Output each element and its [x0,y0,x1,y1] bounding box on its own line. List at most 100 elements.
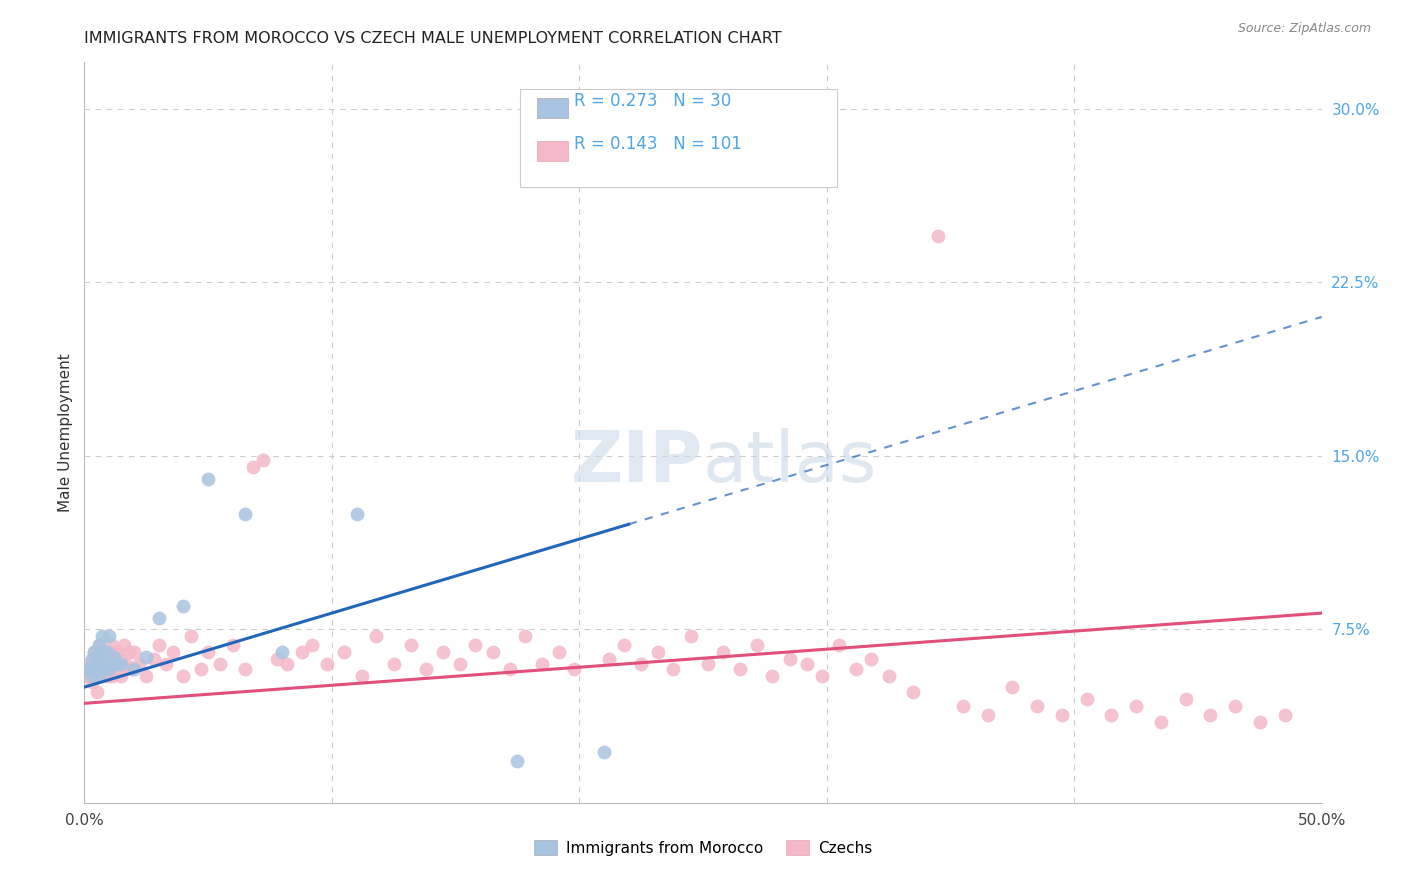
Point [350,668,373,682]
Point [415,662,437,676]
Point [877,668,900,682]
Point [90,652,112,666]
Point [86,685,108,699]
Point [96,645,118,659]
Point [679,629,702,643]
Point [209,657,232,671]
Point [86,652,108,666]
Point [291,645,314,659]
Point [100,657,122,671]
Text: R = 0.273   N = 30: R = 0.273 N = 30 [574,92,731,110]
Point [110,652,132,666]
Point [598,652,620,666]
Point [796,657,818,671]
Point [148,639,170,653]
Point [83,668,105,682]
Point [1223,698,1246,713]
Point [115,657,138,671]
Point [93,645,115,659]
Point [135,650,157,665]
Point [79,668,101,682]
Point [98,645,121,659]
Point [83,662,105,676]
Point [506,754,529,768]
Point [1001,680,1024,694]
Point [1150,714,1173,729]
Point [464,639,486,653]
Point [135,668,157,682]
Point [83,645,105,659]
Point [80,668,103,682]
Point [89,639,111,653]
Point [531,657,554,671]
Point [155,657,177,671]
Point [172,668,194,682]
Point [89,668,111,682]
Point [828,639,851,653]
Point [105,657,128,671]
Point [548,645,571,659]
Point [952,698,974,713]
Point [242,460,264,475]
Point [233,662,256,676]
Point [593,745,616,759]
Point [697,657,720,671]
Point [180,629,202,643]
Point [399,639,422,653]
Point [105,645,128,659]
Point [747,639,769,653]
Point [450,657,472,671]
Point [810,668,832,682]
Point [100,668,122,682]
Point [779,652,801,666]
Point [83,645,105,659]
Point [301,639,323,653]
Point [118,645,141,659]
Point [110,668,132,682]
Point [93,657,115,671]
Point [90,668,112,682]
Point [1274,707,1296,722]
Point [976,707,998,722]
Point [80,652,103,666]
Point [80,657,103,671]
Point [711,645,734,659]
Point [860,652,883,666]
Point [93,657,115,671]
Text: atlas: atlas [703,428,877,497]
Point [581,171,603,186]
Point [79,662,101,676]
Point [86,657,108,671]
Point [613,639,636,653]
Point [93,662,115,676]
Point [89,639,111,653]
Point [1174,691,1197,706]
Point [96,662,118,676]
Point [252,453,274,467]
Text: ZIP: ZIP [571,428,703,497]
Point [315,657,337,671]
Point [190,662,212,676]
Point [162,645,184,659]
Point [481,645,503,659]
Point [222,639,245,653]
Point [90,645,112,659]
Point [98,657,121,671]
Point [1050,707,1073,722]
Point [513,629,536,643]
Point [197,472,219,486]
Point [630,657,652,671]
Legend: Immigrants from Morocco, Czechs: Immigrants from Morocco, Czechs [527,834,879,862]
Point [1125,698,1147,713]
Point [346,507,368,521]
Point [432,645,454,659]
Point [562,662,585,676]
Point [845,662,868,676]
Text: R = 0.143   N = 101: R = 0.143 N = 101 [574,135,741,153]
Point [1199,707,1222,722]
Point [89,662,111,676]
Point [142,652,165,666]
Point [98,629,121,643]
Point [903,685,925,699]
Point [382,657,405,671]
